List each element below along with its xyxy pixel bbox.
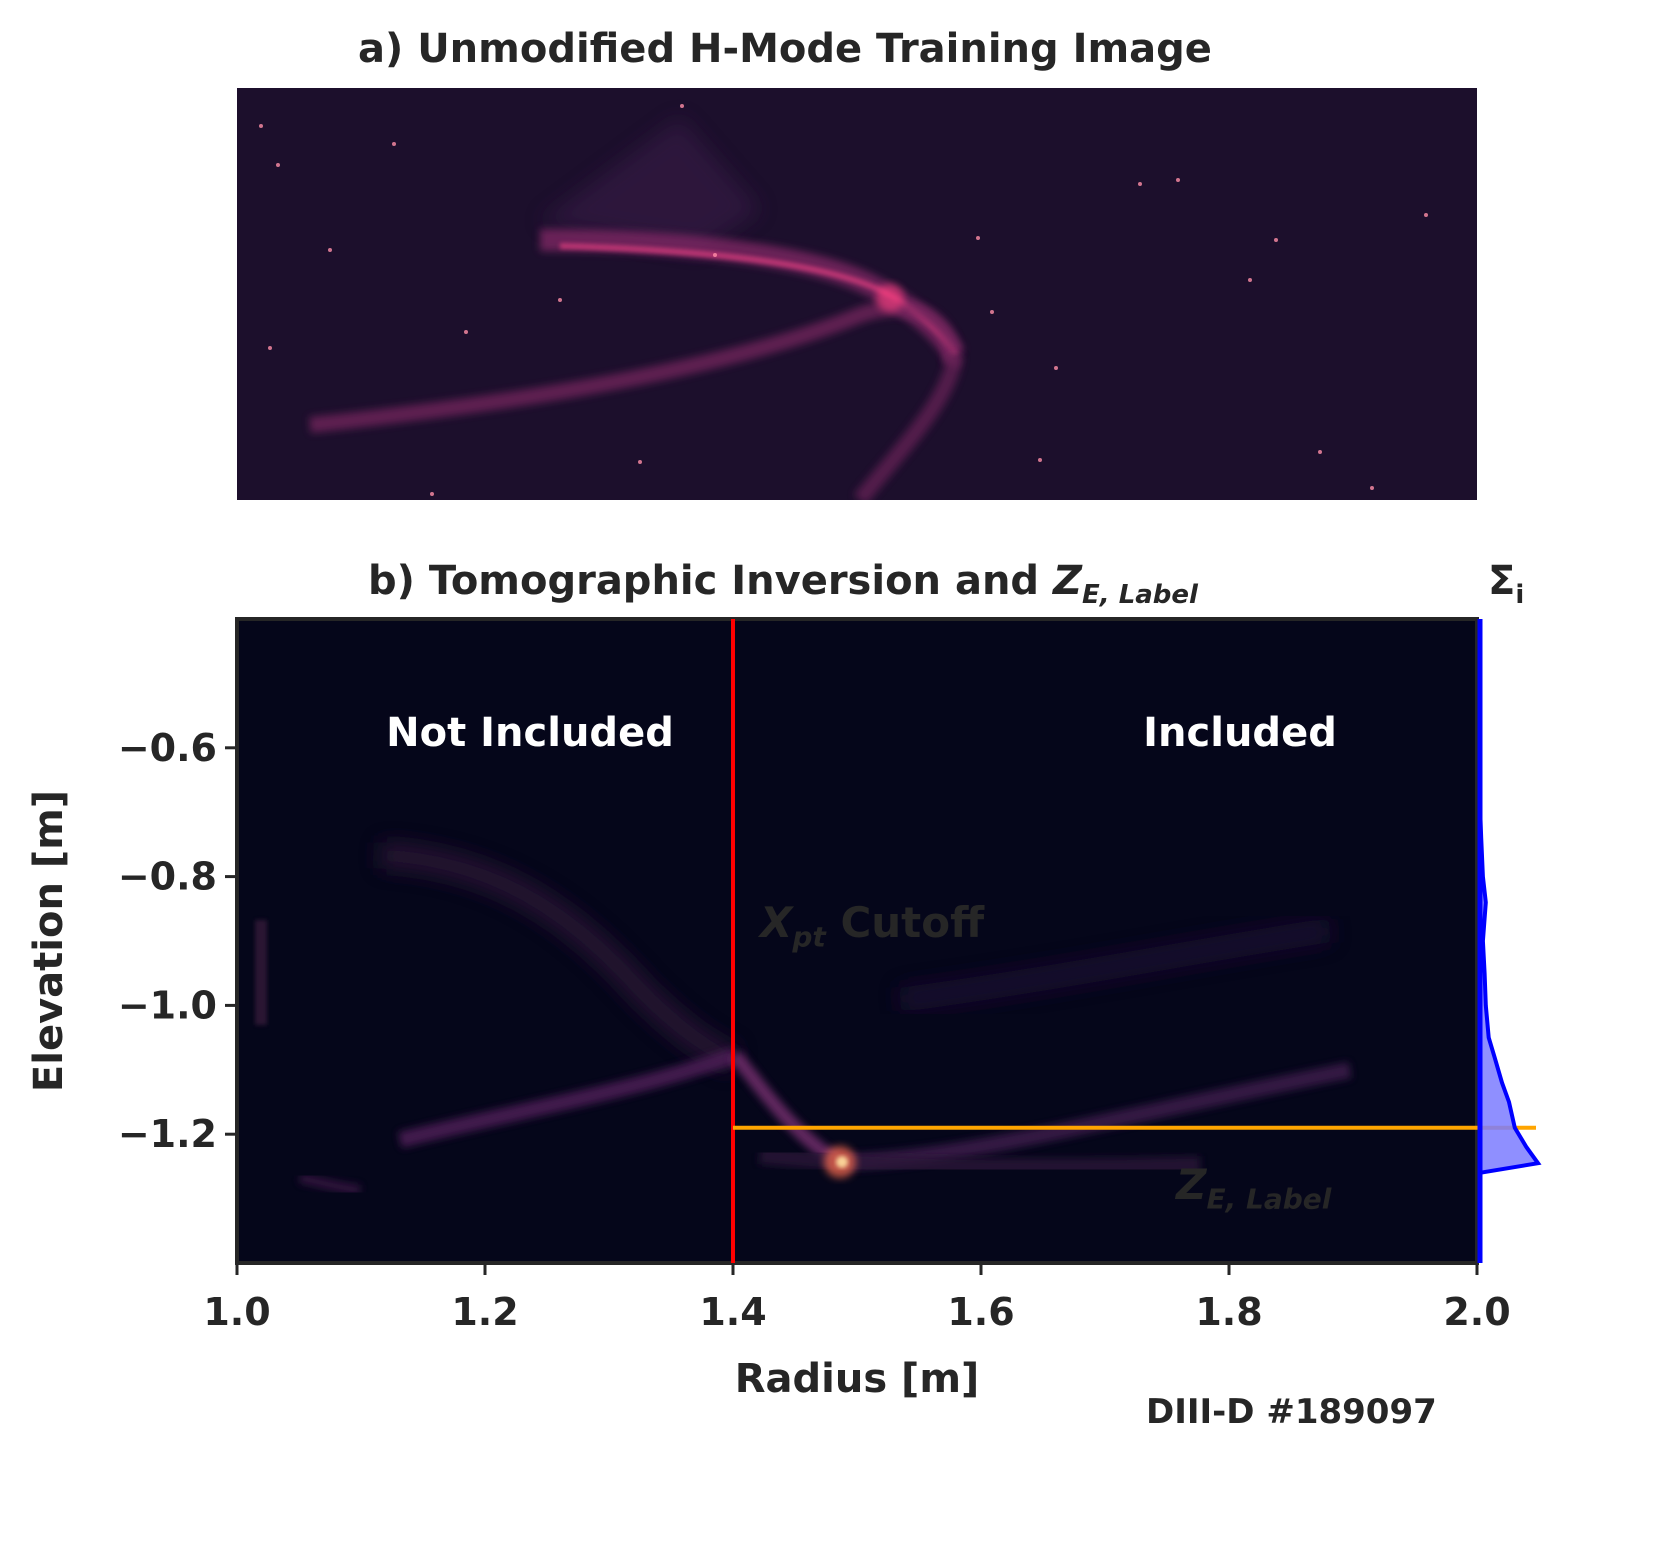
speckle — [1038, 458, 1042, 462]
y-tick-label: −1.0 — [118, 983, 217, 1027]
speckle — [430, 492, 434, 496]
panel-b-title: b) Tomographic Inversion and ZE, Label — [368, 558, 1198, 610]
speckle — [1054, 366, 1058, 370]
speckle — [1318, 450, 1322, 454]
inversion-inner-wall-strip — [255, 920, 267, 1025]
speckle — [1370, 486, 1374, 490]
sum-panel-title-sub: i — [1515, 580, 1525, 610]
speckle — [713, 253, 717, 257]
y-tick-label: −0.8 — [118, 855, 217, 899]
speckle — [1424, 213, 1428, 217]
xpt-cutoff-label-text: Cutoff — [825, 898, 985, 947]
speckle — [976, 236, 980, 240]
panel-b-title-text: b) Tomographic Inversion and — [368, 558, 1053, 604]
z-label-annotation-math: Z — [1176, 1160, 1207, 1209]
speckle — [392, 142, 396, 146]
x-tick-label: 1.4 — [699, 1290, 766, 1334]
y-tick-label: −1.2 — [118, 1112, 217, 1156]
sum-profile-fill — [1480, 619, 1538, 1263]
panel-a-image — [237, 88, 1477, 500]
region-label-included: Included — [1143, 710, 1337, 756]
speckle — [464, 330, 468, 334]
panel-b-overlay: 1.0 1.2 1.4 1.6 1.8 2.0 −0.6 −0.8 −1.0 −1.2 Radius… — [26, 619, 1542, 1402]
x-tick-label: 1.8 — [1195, 1290, 1262, 1334]
speckle — [276, 163, 280, 167]
z-label-annotation: ZE, Label — [1176, 1160, 1331, 1215]
x-tick-label: 1.2 — [451, 1290, 518, 1334]
speckle — [638, 460, 642, 464]
speckle — [558, 298, 562, 302]
panel-b-image — [237, 619, 1477, 1263]
panel-a-fan-glow — [540, 118, 760, 250]
panel-a-outer-leg — [853, 353, 963, 500]
xpt-cutoff-label: Xpt Cutoff — [760, 898, 984, 953]
inversion-left-spot — [299, 1173, 361, 1195]
xpt-cutoff-label-sub: pt — [792, 920, 826, 954]
panel-b-title-math-sub: E, Label — [1082, 580, 1198, 610]
panel-b-title-math: Z — [1052, 558, 1082, 604]
panel-b-frame — [235, 617, 1479, 1265]
speckle — [328, 248, 332, 252]
inversion-faint-right — [898, 918, 1332, 1012]
panel-a-title: a) Unmodified H-Mode Training Image — [358, 26, 1212, 72]
sum-panel-title-sigma: Σ — [1488, 558, 1516, 604]
x-axis-label: Radius [m] — [735, 1356, 980, 1402]
speckle — [680, 104, 684, 108]
panel-a-xpoint-glow — [876, 284, 904, 312]
sum-panel-title: Σi — [1488, 558, 1524, 610]
inversion-floor-band — [759, 1146, 1201, 1176]
region-label-not-included: Not Included — [386, 710, 674, 756]
inversion-strike-point-core — [836, 1156, 848, 1168]
speckle — [259, 124, 263, 128]
inversion-faint-upper — [379, 842, 740, 1073]
speckle — [1138, 182, 1142, 186]
speckle — [1176, 178, 1180, 182]
x-tick-label: 2.0 — [1443, 1290, 1510, 1334]
panel-a-background — [237, 88, 1477, 500]
panel-a-noise-speckles — [259, 104, 1428, 496]
panel-a-lower-leg — [309, 300, 960, 433]
speckle — [268, 346, 272, 350]
shot-credit: DIII-D #189097 — [1146, 1392, 1437, 1432]
inversion-lower-leg — [398, 1047, 738, 1148]
y-axis-label: Elevation [m] — [26, 790, 72, 1092]
speckle — [1274, 238, 1278, 242]
z-label-annotation-sub: E, Label — [1206, 1182, 1332, 1216]
x-tick-label: 1.0 — [203, 1290, 270, 1334]
xpt-cutoff-label-math: X — [760, 898, 793, 947]
y-tick-label: −0.6 — [118, 726, 217, 770]
speckle — [1248, 278, 1252, 282]
x-tick-label: 1.6 — [947, 1290, 1014, 1334]
speckle — [990, 310, 994, 314]
